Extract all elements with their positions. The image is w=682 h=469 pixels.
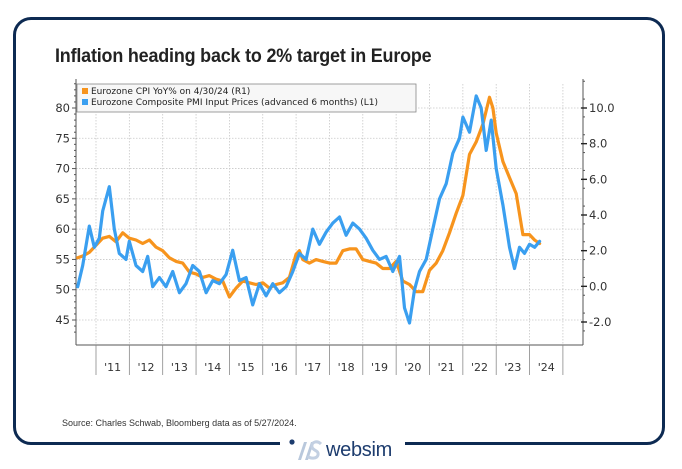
- legend-label-pmi: Eurozone Composite PMI Input Prices (adv…: [91, 98, 378, 108]
- series-line-pmi: [76, 94, 542, 325]
- right-tick-label: 4.0: [589, 208, 607, 222]
- x-tick-label: '16: [271, 361, 288, 374]
- x-tick-label: '21: [438, 361, 455, 374]
- x-tick-label: '22: [471, 361, 488, 374]
- right-tick-label: 2.0: [589, 244, 607, 258]
- grid-lines: [76, 84, 583, 345]
- x-tick-label: '18: [338, 361, 355, 374]
- left-tick-label: 55: [55, 252, 70, 266]
- x-tick-label: '19: [371, 361, 388, 374]
- right-tick-label: 0.0: [589, 279, 607, 293]
- left-tick-label: 60: [55, 222, 70, 236]
- x-tick-label: '20: [404, 361, 421, 374]
- x-tick-label: '12: [138, 361, 155, 374]
- x-tick-label: '24: [538, 361, 555, 374]
- source-note: Source: Charles Schwab, Bloomberg data a…: [62, 418, 297, 428]
- right-tick-label: 6.0: [589, 172, 607, 186]
- right-tick-label: -2.0: [589, 315, 611, 329]
- x-tick-label: '17: [304, 361, 321, 374]
- x-tick-label: '15: [238, 361, 255, 374]
- left-tick-label: 75: [55, 131, 70, 145]
- axes: 80 75 70 65 60 55 50 45 10.0 8.0 6.0 4.0 2.0 0.0 -2.0 '…: [55, 79, 615, 375]
- left-tick-label: 80: [55, 101, 70, 115]
- left-tick-label: 50: [55, 283, 70, 297]
- x-tick-label: '13: [171, 361, 188, 374]
- series-group: [76, 94, 542, 325]
- websim-logo-icon: [289, 439, 322, 460]
- right-tick-label: 10.0: [589, 101, 615, 115]
- legend-swatch-pmi: [82, 99, 88, 105]
- right-tick-label: 8.0: [589, 137, 607, 151]
- footer-mask: [280, 436, 405, 466]
- x-tick-label: '11: [104, 361, 121, 374]
- left-tick-label: 70: [55, 162, 70, 176]
- x-tick-label: '14: [204, 361, 221, 374]
- page-title: Inflation heading back to 2% target in E…: [55, 45, 432, 67]
- brand-name: websim: [326, 438, 392, 461]
- legend-label-cpi: Eurozone CPI YoY% on 4/30/24 (R1): [91, 87, 250, 97]
- x-tick-label: '23: [504, 361, 521, 374]
- legend-box: [76, 83, 417, 113]
- left-tick-label: 65: [55, 192, 70, 206]
- legend-swatch-cpi: [82, 88, 88, 94]
- left-tick-label: 45: [55, 313, 70, 327]
- series-line-cpi: [76, 95, 542, 299]
- brand-logo[interactable]: websim: [288, 437, 392, 463]
- legend: Eurozone CPI YoY% on 4/30/24 (R1) Eurozo…: [76, 83, 417, 113]
